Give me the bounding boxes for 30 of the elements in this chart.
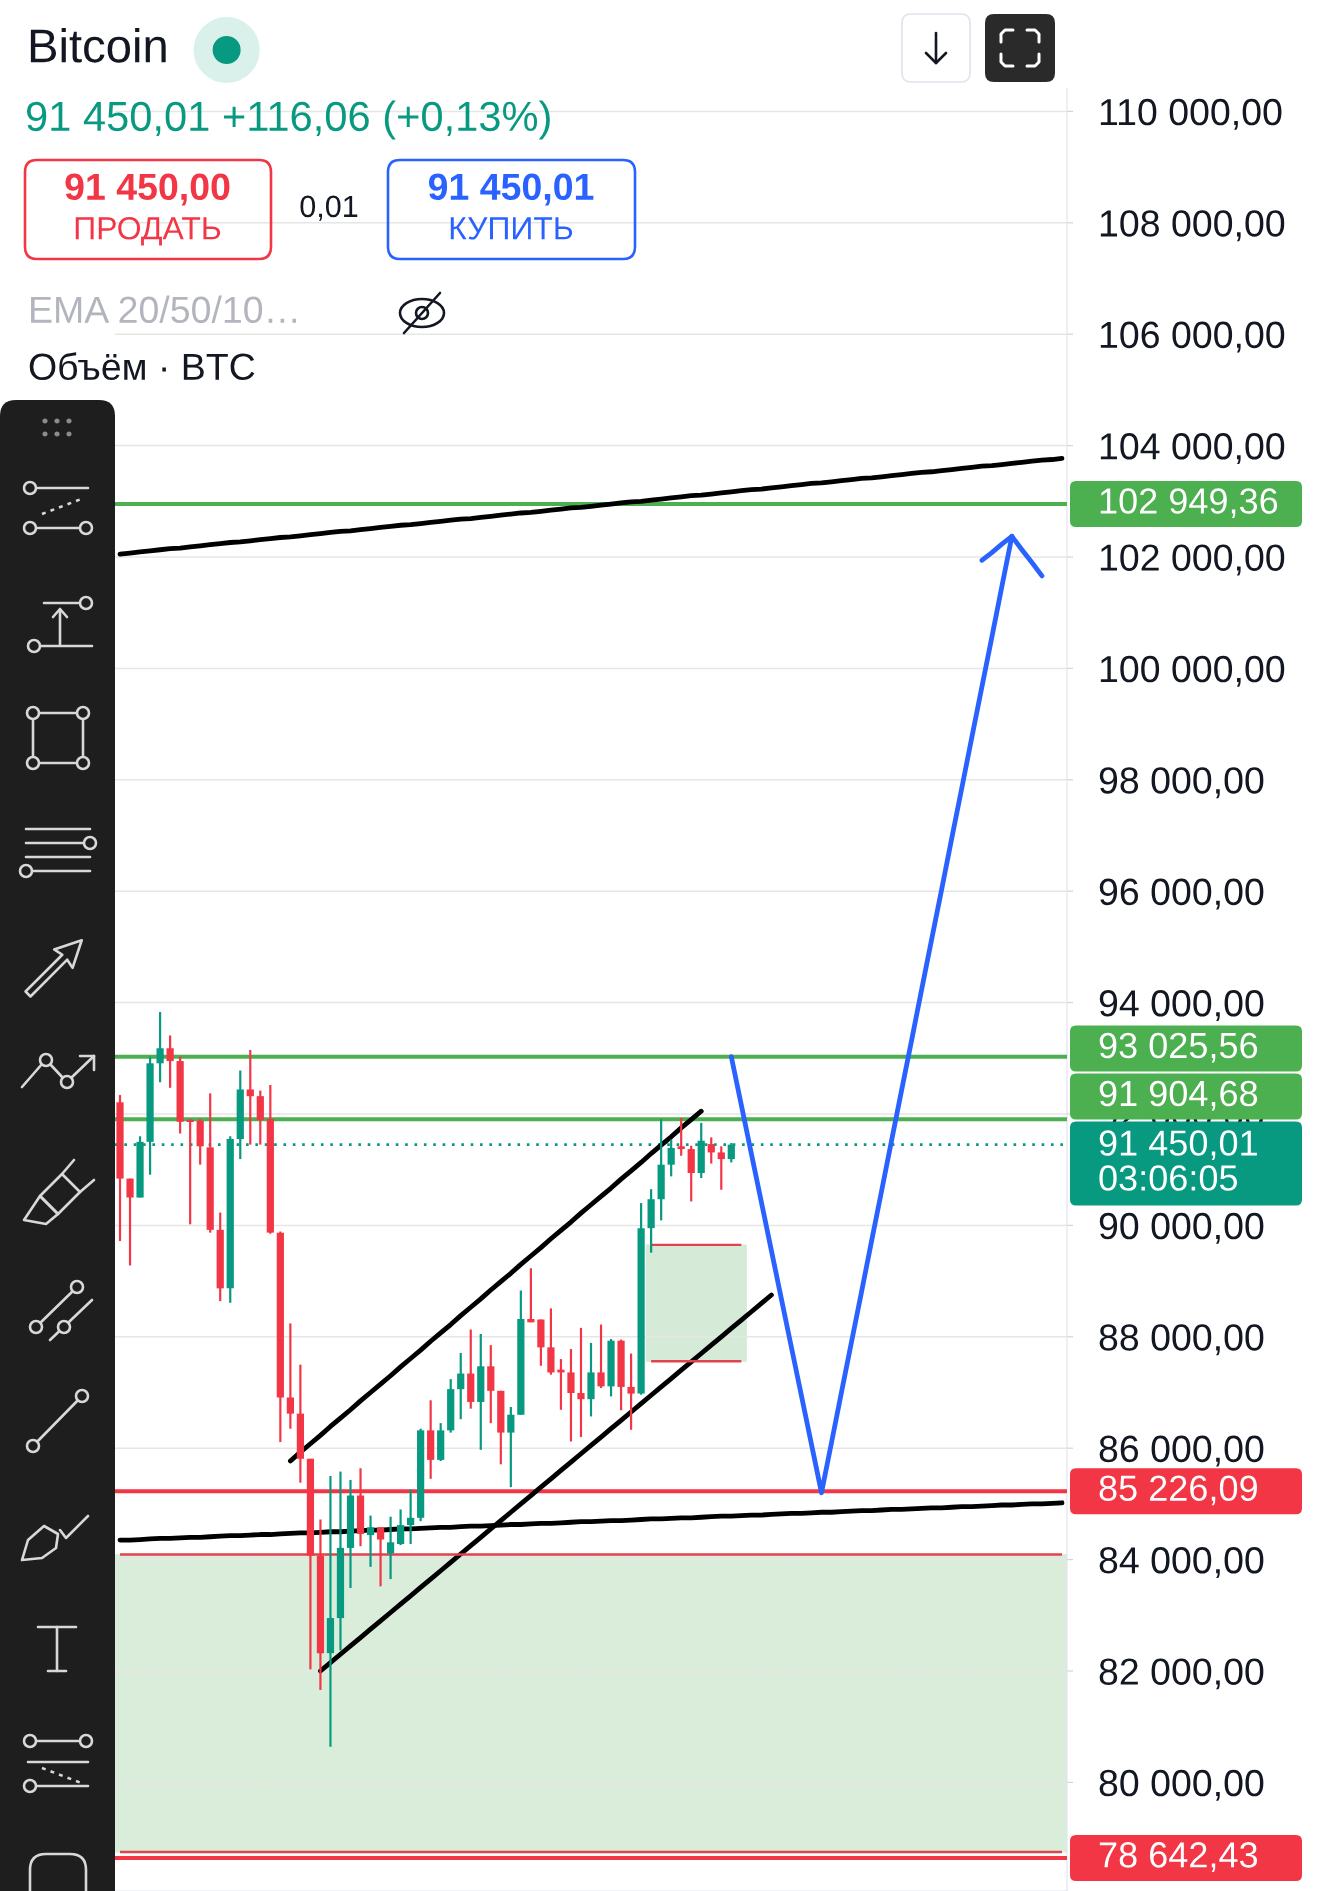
y-tick-label: 84 000,00 — [1099, 1546, 1264, 1578]
annotation: 91 450,01 — [428, 173, 594, 206]
y-tick-label: 90 000,00 — [1099, 1212, 1264, 1244]
y-tick-label: 82 000,00 — [1099, 1658, 1264, 1690]
y-tick-label: 94 000,00 — [1099, 989, 1264, 1021]
y-tick-label: 96 000,00 — [1099, 878, 1264, 910]
ref-line-label: 93 025,56 — [1099, 1032, 1258, 1063]
annotation: КУПИТЬ — [450, 217, 573, 240]
ref-line-label: 85 226,09 — [1099, 1475, 1257, 1506]
y-tick-label: 80 000,00 — [1099, 1769, 1264, 1801]
chart-title: Bitcoin — [30, 27, 166, 63]
y-tick-label: 88 000,00 — [1099, 1324, 1264, 1356]
y-tick-label: 108 000,00 — [1100, 210, 1285, 242]
annotation: EMA 20/50/10… — [31, 295, 296, 324]
annotation: ПРОДАТЬ — [75, 216, 221, 246]
annotation: Объём · BTC — [29, 352, 255, 381]
y-tick-label: 86 000,00 — [1099, 1435, 1264, 1467]
ref-line-label: 91 904,68 — [1099, 1080, 1258, 1111]
y-tick-label: 104 000,00 — [1100, 432, 1285, 464]
chart-subtitle: 91 450,01 +116,06 (+0,13%) — [26, 100, 550, 140]
y-tick-label: 102 000,00 — [1100, 544, 1285, 576]
annotation: 0,01 — [300, 195, 358, 221]
annotation: 91 450,00 — [65, 173, 230, 206]
ref-line-label: 78 642,43 — [1099, 1842, 1258, 1872]
ref-line-label: 91 450,01 03:06:05 — [1099, 1130, 1257, 1191]
ref-line-label: 102 949,36 — [1100, 488, 1278, 519]
y-tick-label: 98 000,00 — [1099, 767, 1264, 799]
y-tick-label: 100 000,00 — [1100, 655, 1285, 687]
y-tick-label: 110 000,00 — [1100, 98, 1282, 130]
y-tick-label: 106 000,00 — [1100, 321, 1285, 353]
